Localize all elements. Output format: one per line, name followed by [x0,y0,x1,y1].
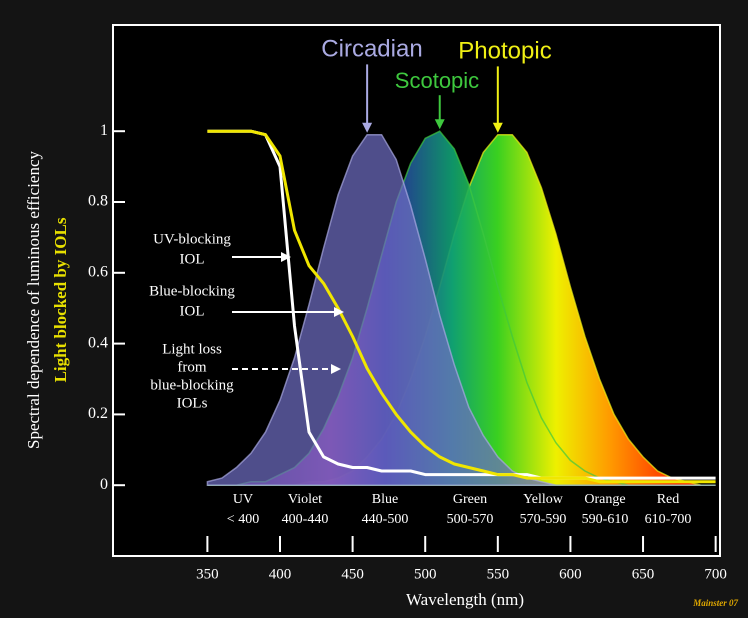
x-tick-label: 550 [487,566,510,582]
credit: Mainster 07 [692,598,738,608]
x-tick-label: 450 [341,566,364,582]
annotation: IOL [180,303,205,319]
annotation: Blue-blocking [149,283,235,299]
band-name: Green [453,492,487,507]
band-name: Violet [288,492,322,507]
band-range: < 400 [227,512,259,527]
x-tick-label: 350 [196,566,219,582]
y-tick-label: 0.8 [88,193,108,210]
band-range: 400-440 [282,512,329,527]
annotation: IOL [180,251,205,267]
annotation: Light loss [162,341,222,357]
y-tick-label: 0.4 [88,334,108,351]
band-name: Blue [372,492,398,507]
annotation: UV-blocking [153,231,231,247]
y-tick-label: 0 [100,476,108,493]
x-tick-label: 500 [414,566,437,582]
annotation: IOLs [177,395,208,411]
band-name: UV [233,492,253,507]
x-axis-label: Wavelength (nm) [406,590,524,609]
band-name: Yellow [523,492,564,507]
series-label: Scotopic [395,68,479,93]
x-tick-label: 650 [632,566,655,582]
annotation: from [177,359,206,375]
band-range: 440-500 [362,512,409,527]
band-range: 610-700 [645,512,692,527]
x-tick-label: 400 [269,566,292,582]
series-label: Photopic [458,37,551,64]
y-axis-label-2: Light blocked by IOLs [51,217,70,382]
band-name: Red [657,492,680,507]
band-range: 500-570 [447,512,494,527]
y-tick-label: 0.6 [88,263,108,280]
band-name: Orange [584,492,625,507]
annotation: blue-blocking [150,377,234,393]
x-tick-label: 600 [559,566,582,582]
series-label: Circadian [321,35,422,62]
x-tick-label: 700 [704,566,727,582]
band-range: 570-590 [520,512,567,527]
y-tick-label: 0.2 [88,405,108,422]
band-range: 590-610 [582,512,629,527]
chart: Spectral dependence of luminous efficien… [0,0,748,618]
y-axis-label: Spectral dependence of luminous efficien… [24,150,43,449]
y-tick-label: 1 [100,122,108,139]
